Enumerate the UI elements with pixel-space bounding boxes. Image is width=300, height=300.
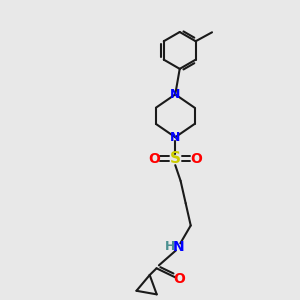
Text: O: O bbox=[173, 272, 185, 286]
Text: S: S bbox=[170, 151, 181, 166]
Text: N: N bbox=[170, 88, 181, 101]
Text: N: N bbox=[173, 240, 184, 254]
Text: O: O bbox=[191, 152, 203, 166]
Text: N: N bbox=[170, 131, 181, 144]
Text: H: H bbox=[165, 240, 175, 253]
Text: O: O bbox=[148, 152, 160, 166]
